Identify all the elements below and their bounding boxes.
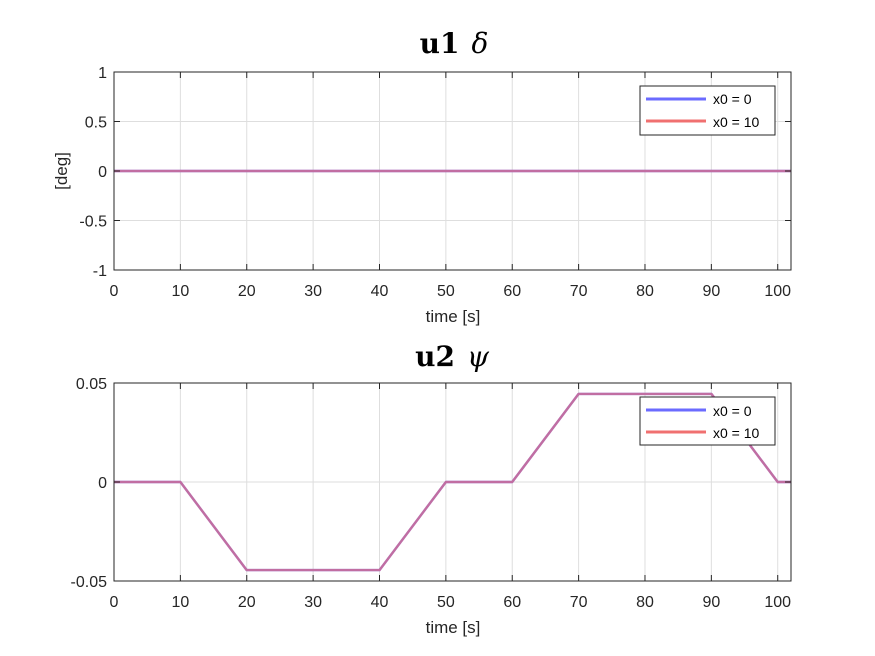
y-tick-label: -0.5: [79, 214, 107, 231]
y-tick-label: 0: [98, 475, 107, 492]
y-tick-label: -1: [93, 263, 107, 280]
legend-box: [639, 85, 776, 136]
y-tick-label: -0.05: [71, 574, 108, 591]
x-tick-label: 40: [371, 283, 389, 300]
x-tick-label: 100: [764, 283, 791, 300]
x-tick-label: 50: [437, 594, 455, 611]
legend-label-series-2: x0 = 10: [713, 114, 760, 130]
chart-title-symbol: δ: [471, 27, 488, 60]
x-tick-label: 80: [636, 283, 654, 300]
x-tick-label: 40: [371, 594, 389, 611]
y-axis-label: [deg]: [52, 152, 71, 190]
x-tick-label: 20: [238, 594, 256, 611]
legend-label-series-1: x0 = 0: [713, 91, 752, 107]
x-axis-label: time [s]: [426, 307, 481, 326]
x-tick-label: 70: [570, 594, 588, 611]
legend-label-series-2: x0 = 10: [713, 425, 760, 441]
y-tick-label: 1: [98, 65, 107, 82]
legend-box: [639, 396, 776, 446]
x-tick-label: 30: [304, 594, 322, 611]
chart-title: u1 δ: [420, 27, 489, 60]
x-tick-label: 90: [702, 594, 720, 611]
x-tick-label: 20: [238, 283, 256, 300]
subplot-u1: u1 δ 0 10 20 30 40 50 60 70 80 90 100 -1 -0.5 0 0.5 1 ti…: [52, 27, 792, 326]
x-tick-label: 60: [503, 283, 521, 300]
x-tick-label: 30: [304, 283, 322, 300]
x-tick-label: 10: [171, 594, 189, 611]
y-tick-label: 0.05: [76, 376, 107, 393]
chart-title-main: u1: [420, 27, 460, 60]
chart-title-symbol: ψ: [467, 340, 490, 373]
x-tick-label: 80: [636, 594, 654, 611]
x-tick-label: 0: [110, 283, 119, 300]
x-tick-label: 60: [503, 594, 521, 611]
chart-title-main: u2: [415, 340, 455, 373]
y-tick-label: 0.5: [85, 115, 107, 132]
legend: x0 = 0 x0 = 10: [639, 396, 776, 446]
x-tick-label: 0: [110, 594, 119, 611]
legend: x0 = 0 x0 = 10: [639, 85, 776, 136]
x-tick-label: 10: [171, 283, 189, 300]
chart-title: u2 ψ: [415, 340, 490, 373]
legend-label-series-1: x0 = 0: [713, 403, 752, 419]
x-tick-label: 70: [570, 283, 588, 300]
x-tick-label: 90: [702, 283, 720, 300]
x-axis-label: time [s]: [426, 618, 481, 637]
x-tick-label: 50: [437, 283, 455, 300]
x-tick-label: 100: [764, 594, 791, 611]
y-tick-label: 0: [98, 164, 107, 181]
